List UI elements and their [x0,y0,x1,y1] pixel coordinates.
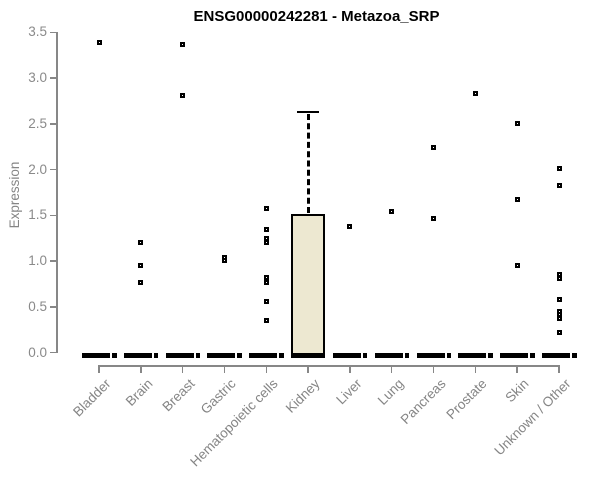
x-axis-tick [474,366,477,373]
zero-bar-pancreas [416,353,445,358]
zero-bar-tip-brain [153,353,159,358]
zero-bar-tip-lung [404,353,410,358]
outlier-point-brain [138,279,144,285]
chart-title: ENSG00000242281 - Metazoa_SRP [193,8,440,25]
zero-bar-breast [165,353,194,358]
outlier-point-hematopoietic-cells [263,206,269,212]
y-axis-tick [49,123,57,125]
outlier-point-pancreas [431,145,437,151]
y-axis-tick [49,168,57,171]
outlier-point-breast [180,92,186,98]
zero-bar-tip-breast [195,353,201,358]
zero-bar-tip-prostate [488,353,493,358]
outlier-point-unknown-other [556,275,562,281]
zero-bar-tip-gastric [237,353,242,358]
y-tick-label: 3.0 [28,70,47,85]
outlier-point-gastric [221,257,227,263]
outlier-point-hematopoietic-cells [263,274,269,280]
y-axis-tick [49,77,57,79]
zero-bar-hematopoietic-cells [249,353,278,358]
x-axis-tick [98,366,100,373]
outlier-point-liver [347,223,353,229]
zero-bar-unknown-other [542,353,570,358]
x-axis-tick [432,366,435,373]
zero-bar-brain [123,353,152,358]
zero-bar-gastric [207,353,236,358]
x-axis-tick [516,366,518,373]
outlier-point-hematopoietic-cells [263,227,269,233]
outlier-point-skin [514,197,520,203]
zero-bar-lung [374,353,403,358]
box-kidney [291,214,326,358]
y-tick-label: 3.5 [28,24,47,40]
y-axis-tick [49,31,57,33]
zero-bar-tip-hematopoietic-cells [279,353,284,358]
whisker-line-kidney [306,113,310,214]
y-tick-label: 1.0 [28,253,47,268]
outlier-point-hematopoietic-cells [263,298,269,304]
outlier-point-bladder [96,39,102,45]
x-axis-tick [390,366,393,373]
x-axis-tick [181,366,184,373]
y-axis-tick [49,306,57,308]
zero-bar-tip-liver [362,353,368,358]
x-axis-tick [140,366,142,373]
x-axis-tick [349,366,351,373]
zero-bar-skin [500,353,529,358]
y-axis-tick [49,351,57,354]
zero-bar-prostate [458,353,487,358]
outlier-point-pancreas [431,216,437,222]
x-axis-tick [223,366,226,373]
outlier-point-brain [138,263,144,269]
y-tick-label: 2.5 [28,115,47,131]
outlier-point-skin [514,121,520,127]
whisker-cap-kidney [297,110,320,114]
outlier-point-hematopoietic-cells [263,240,269,246]
x-axis-tick [558,366,560,373]
outlier-point-unknown-other [556,296,562,302]
x-axis-tick [265,366,268,373]
outlier-point-hematopoietic-cells [263,317,269,323]
outlier-point-unknown-other [556,316,562,322]
zero-bar-bladder [82,353,110,358]
y-tick-label: 2.0 [28,161,47,177]
x-axis-line [98,365,560,367]
x-axis-tick [307,366,309,373]
y-axis-tick [49,260,57,262]
outlier-point-prostate [472,91,478,97]
zero-bar-liver [332,353,361,358]
outlier-point-unknown-other [556,166,562,172]
outlier-point-unknown-other [556,329,562,335]
outlier-point-lung [389,209,395,215]
outlier-point-hematopoietic-cells [263,279,269,285]
outlier-point-breast [180,41,186,47]
y-axis-line [56,32,58,353]
outlier-point-unknown-other [556,183,562,189]
outlier-point-brain [138,240,144,246]
y-tick-label: 0.0 [28,344,47,360]
y-tick-label: 0.5 [28,298,47,314]
y-axis-label: Expression [7,161,22,229]
zero-bar-tip-pancreas [446,353,452,358]
outlier-point-skin [514,263,520,269]
y-axis-tick [49,214,57,216]
zero-bar-tip-skin [530,353,535,358]
zero-bar-tip-bladder [112,353,117,358]
outlier-point-hematopoietic-cells [263,235,269,241]
y-tick-label: 1.5 [28,207,47,223]
zero-bar-tip-unknown-other [572,353,577,358]
